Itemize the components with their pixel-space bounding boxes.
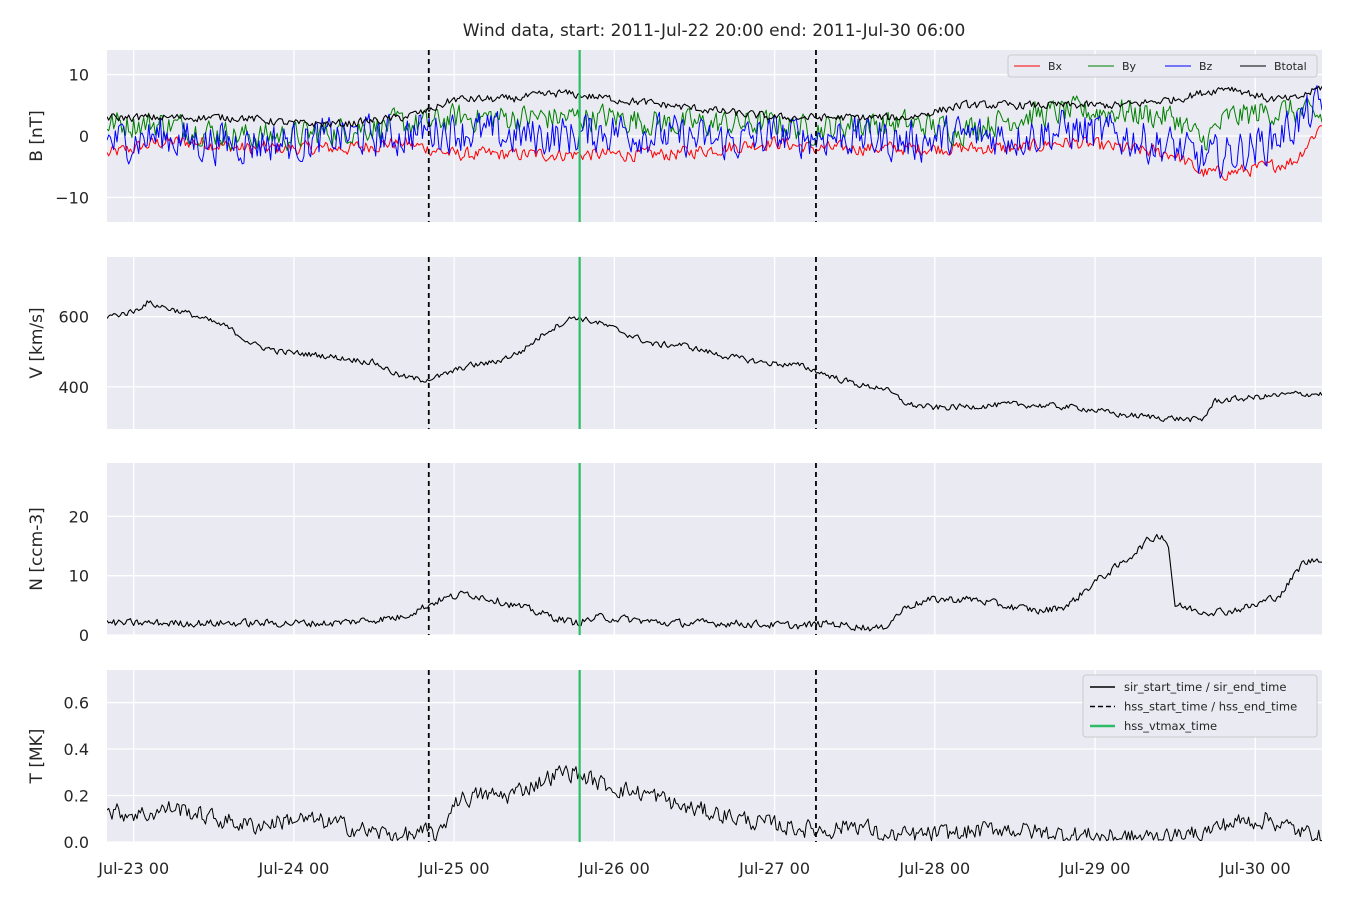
legend-box [1082, 674, 1318, 738]
panel-4: 0.0 0.2 0.4 0.6 T [MK] sir_start_time / sir_e… [27, 670, 1322, 852]
x-axis: Jul-23 00 Jul-24 00 Jul-25 00 Jul-26 00 Jul-… [97, 859, 1290, 878]
series-line-v [107, 300, 1322, 423]
series-line-by [107, 95, 1322, 151]
panel-1: −10 0 10 B [nT] Bx By Bz Btotal [27, 50, 1322, 222]
legend-label: hss_vtmax_time [1124, 719, 1217, 733]
x-tick-label: Jul-28 00 [898, 859, 970, 878]
series-line-t [107, 765, 1322, 842]
series-line-bz [107, 85, 1322, 179]
legend-label: Bx [1048, 60, 1063, 73]
series-line-bx [107, 125, 1322, 181]
legend-label: sir_start_time / sir_end_time [1124, 680, 1286, 694]
event-legend: sir_start_time / sir_end_time hss_start_t… [1082, 674, 1318, 738]
legend-label: Btotal [1274, 60, 1307, 73]
panels-group: −10 0 10 B [nT] Bx By Bz Btotal 400 600 V [km/s] 0 1… [27, 50, 1322, 852]
plot-area [107, 257, 1322, 429]
series-line-btotal [107, 85, 1322, 128]
y-tick-label: 0 [79, 127, 89, 146]
y-axis-label: B [nT] [27, 110, 47, 162]
x-tick-label: Jul-23 00 [97, 859, 169, 878]
y-axis-label: N [ccm-3] [27, 507, 47, 591]
x-tick-label: Jul-24 00 [257, 859, 329, 878]
y-tick-label: 0.4 [64, 740, 89, 759]
y-tick-label: 10 [69, 567, 89, 586]
y-tick-label: 0 [79, 626, 89, 645]
series-group [107, 85, 1322, 181]
series-group [107, 765, 1322, 842]
panel-2: 400 600 V [km/s] [27, 257, 1322, 429]
series-line-n [107, 533, 1322, 632]
y-tick-label: 10 [69, 66, 89, 85]
x-tick-label: Jul-29 00 [1059, 859, 1131, 878]
y-tick-label: 20 [69, 507, 89, 526]
x-tick-label: Jul-26 00 [578, 859, 650, 878]
series-group [107, 300, 1322, 423]
x-tick-label: Jul-30 00 [1219, 859, 1291, 878]
y-tick-label: −10 [55, 188, 89, 207]
y-tick-label: 0.0 [64, 833, 89, 852]
y-tick-label: 0.2 [64, 787, 89, 806]
legend-label: hss_start_time / hss_end_time [1124, 700, 1297, 714]
y-tick-label: 400 [58, 378, 89, 397]
legend-label: By [1122, 60, 1137, 73]
y-tick-label: 600 [58, 308, 89, 327]
legend-label: Bz [1199, 60, 1213, 73]
panel-3: 0 10 20 N [ccm-3] [27, 463, 1322, 645]
series-group [107, 533, 1322, 632]
y-tick-label: 0.6 [64, 694, 89, 713]
legend-box [1007, 54, 1318, 78]
y-axis-label: V [km/s] [27, 307, 47, 378]
plot-area [107, 463, 1322, 635]
x-tick-label: Jul-27 00 [738, 859, 810, 878]
y-axis-label: T [MK] [27, 729, 47, 785]
b-legend: Bx By Bz Btotal [1007, 54, 1318, 78]
x-tick-label: Jul-25 00 [418, 859, 490, 878]
figure-title: Wind data, start: 2011-Jul-22 20:00 end:… [463, 21, 966, 41]
